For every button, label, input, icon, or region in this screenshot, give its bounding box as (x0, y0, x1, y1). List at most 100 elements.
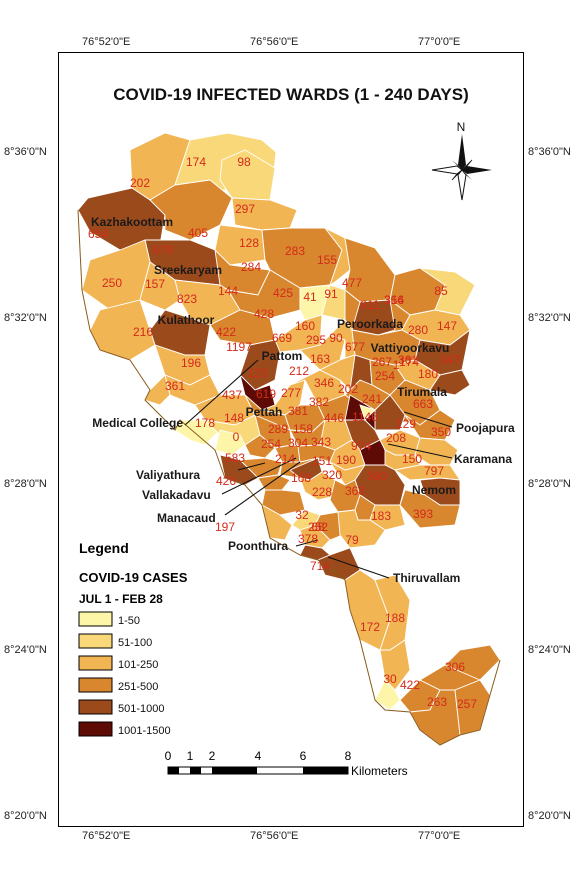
place-label: Manacaud (157, 511, 216, 525)
ward-value-label: 428 (254, 307, 274, 321)
ward-value-label: 619 (256, 387, 276, 401)
ward-value-label: 79 (345, 533, 359, 547)
coord-bottom-3: 77°0'0"E (418, 830, 461, 842)
scale-tick-4: 4 (255, 749, 262, 763)
ward-value-label: 350 (431, 425, 451, 439)
legend-swatch (78, 633, 113, 649)
place-label: Sreekaryam (154, 263, 222, 277)
ward-value-label: 283 (285, 244, 305, 258)
ward-value-label: 190 (336, 453, 356, 467)
ward-polygon (399, 489, 461, 529)
place-label: Karamana (454, 452, 512, 466)
ward-value-label: 361 (165, 379, 185, 393)
ward-value-label: 252 (308, 520, 328, 534)
legend-title: Legend (79, 540, 129, 556)
ward-value-label: 241 (362, 392, 382, 406)
place-label: Nemom (412, 483, 456, 497)
place-label: Pattom (262, 349, 303, 363)
legend-class-label: 1-50 (118, 615, 140, 627)
ward-value-label: 98 (237, 155, 251, 169)
ward-value-label: 188 (385, 611, 405, 625)
place-label: Kulathoor (158, 313, 215, 327)
ward-polygon (374, 679, 401, 711)
coastline (77, 209, 501, 746)
ward-value-label: 41 (303, 290, 317, 304)
ward-value-label: 212 (289, 364, 309, 378)
place-label: Poonthura (228, 539, 288, 553)
ward-value-label: 446 (324, 411, 344, 425)
ward-value-label: 422 (216, 325, 236, 339)
legend-swatch (78, 699, 113, 715)
coord-bottom-1: 76°52'0"E (82, 830, 131, 842)
ward-value-label: 68 (311, 520, 325, 534)
ward-value-label: 366 (384, 293, 404, 307)
place-label: Valiyathura (136, 468, 200, 482)
ward-value-label: 295 (306, 333, 326, 347)
ward-value-label: 811 (360, 298, 379, 312)
ward-value-label: 277 (281, 386, 301, 400)
legend-class-label: 251-500 (118, 681, 158, 693)
ward-polygons (77, 132, 501, 746)
ward-value-label: 228 (312, 485, 332, 499)
legend-swatch (78, 655, 113, 671)
scale-tick-1: 1 (187, 749, 194, 763)
coord-right-2: 8°32'0"N (528, 312, 571, 324)
ward-value-label: 32 (295, 508, 309, 522)
legend-subtitle: COVID-19 CASES (79, 570, 188, 585)
scale-tick-8: 8 (345, 749, 352, 763)
ward-value-label: 361 (398, 353, 418, 367)
ward-value-label: 289 (268, 422, 288, 436)
ward-value-label: 197 (215, 520, 235, 534)
ward-value-label: 123 (247, 366, 267, 380)
ward-value-label: 393 (413, 507, 433, 521)
coord-left-5: 8°20'0"N (4, 810, 47, 822)
north-label: N (457, 120, 466, 134)
place-label: Vattiyoorkavu (371, 341, 450, 355)
legend: Legend COVID-19 CASES JUL 1 - FEB 28 1-5… (78, 540, 188, 737)
place-label: Pettah (246, 405, 283, 419)
coord-left-1: 8°36'0"N (4, 146, 47, 158)
scale-tick-0: 0 (165, 749, 172, 763)
ward-value-label: 580 (367, 469, 387, 483)
ward-value-label: 382 (309, 395, 329, 409)
ward-value-label: 163 (310, 352, 330, 366)
ward-value-label: 304 (288, 436, 308, 450)
ward-polygon (214, 429, 246, 456)
ward-value-label: 254 (261, 437, 281, 451)
scale-tick-6: 6 (300, 749, 307, 763)
ward-value-label: 797 (424, 464, 444, 478)
place-label: Kazhakoottam (91, 215, 173, 229)
ward-value-label: 425 (273, 286, 293, 300)
legend-class-label: 501-1000 (118, 703, 165, 715)
ward-value-label: 30 (383, 672, 397, 686)
ward-value-label: 280 (408, 323, 428, 337)
ward-value-label: 437 (222, 388, 242, 402)
ward-polygon (393, 464, 461, 481)
coord-right-1: 8°36'0"N (528, 146, 571, 158)
ward-value-label: 974 (351, 439, 371, 453)
ward-value-label: 168 (291, 471, 311, 485)
legend-swatch (78, 611, 113, 627)
ward-polygon (429, 369, 471, 396)
ward-value-label: 422 (400, 678, 420, 692)
ward-value-label: 583 (225, 451, 245, 465)
ward-value-label: 172 (360, 620, 380, 634)
scale-bar: 0 1 2 4 6 8 Kilometers (165, 749, 408, 778)
leader-lines (184, 359, 453, 579)
coord-top-2: 76°56'0"E (250, 36, 299, 48)
ward-value-label: 85 (434, 284, 448, 298)
ward-value-label: 208 (386, 431, 406, 445)
ward-value-label: 129 (396, 417, 416, 431)
place-label: Medical College (92, 416, 183, 430)
north-arrow-icon: N (431, 120, 492, 201)
ward-value-label: 202 (130, 176, 150, 190)
ward-value-label: 150 (402, 452, 422, 466)
legend-period: JUL 1 - FEB 28 (79, 592, 163, 606)
ward-value-label: 405 (188, 226, 208, 240)
ward-value-label: 306 (445, 660, 465, 674)
ward-value-label: 0 (233, 430, 240, 444)
ward-value-label: 174 (186, 155, 206, 169)
ward-value-label: 343 (311, 435, 331, 449)
ward-value-label: 677 (345, 340, 365, 354)
